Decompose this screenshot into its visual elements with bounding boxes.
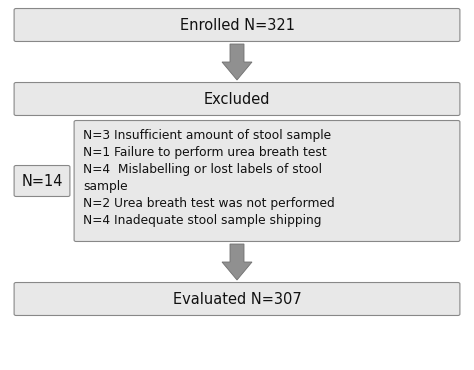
FancyBboxPatch shape: [14, 9, 460, 41]
Text: N=14: N=14: [21, 174, 63, 188]
FancyBboxPatch shape: [14, 165, 70, 196]
Text: Evaluated N=307: Evaluated N=307: [173, 292, 301, 306]
Polygon shape: [222, 244, 252, 280]
FancyBboxPatch shape: [74, 121, 460, 242]
Text: N=3 Insufficient amount of stool sample
N=1 Failure to perform urea breath test
: N=3 Insufficient amount of stool sample …: [83, 129, 335, 227]
FancyBboxPatch shape: [14, 83, 460, 115]
FancyBboxPatch shape: [14, 283, 460, 316]
Text: Enrolled N=321: Enrolled N=321: [180, 17, 294, 33]
Text: Excluded: Excluded: [204, 91, 270, 107]
Polygon shape: [222, 44, 252, 80]
